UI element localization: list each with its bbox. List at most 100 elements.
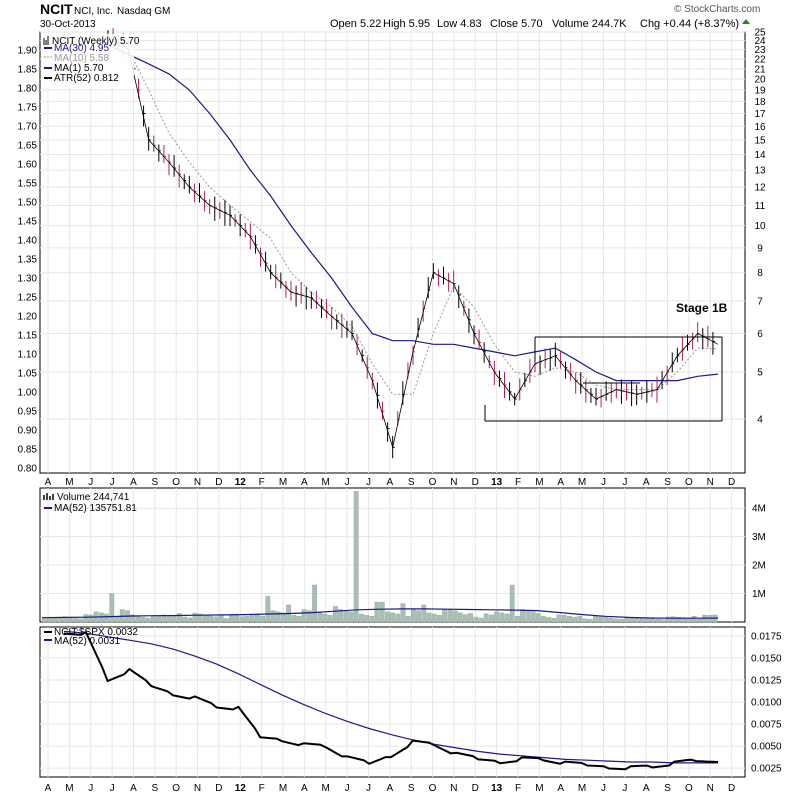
month-axis-ratio: A M J J A S O N D 12 F M A M J J A S O N D 13 F M A M J J A S O N D [45, 783, 736, 794]
volume-bar [572, 616, 578, 623]
volume-bar [161, 614, 167, 623]
volume-bar [182, 616, 187, 623]
volume-bar [624, 617, 630, 623]
change-label: Chg +0.44 (+8.37%) [640, 18, 739, 30]
volume-bar [655, 619, 661, 623]
month-tick: J [88, 477, 93, 488]
month-tick: J [110, 477, 115, 488]
volume-bar [639, 618, 645, 623]
month-tick: J [601, 783, 606, 794]
volume-bar [176, 613, 182, 623]
month-tick: M [578, 477, 586, 488]
volume-tick: 1M [752, 589, 766, 600]
volume-label: Volume 244.7K [552, 18, 627, 30]
date-label: 30-Oct-2013 [40, 19, 96, 30]
price-left-tick: 1.60 [18, 160, 38, 171]
ratio-tick: 0.0025 [751, 764, 782, 775]
month-tick: J [345, 477, 350, 488]
legend-ma1: MA(1) 5.70 [54, 63, 104, 74]
month-tick: 13 [491, 477, 503, 488]
volume-bar [260, 616, 265, 623]
month-tick: A [386, 477, 393, 488]
volume-right-axis: 4M 3M 2M 1M [752, 504, 766, 600]
price-right-tick: 20 [754, 75, 766, 86]
ratio-series [63, 630, 719, 771]
month-tick: J [601, 477, 606, 488]
month-tick: 13 [491, 783, 503, 794]
price-left-tick: 1.90 [18, 46, 38, 57]
price-left-tick: 1.05 [18, 369, 38, 380]
volume-bar [379, 601, 385, 623]
month-tick: A [45, 477, 52, 488]
volume-bar [359, 613, 364, 623]
volume-bar [483, 613, 489, 623]
ratio-line [63, 630, 719, 771]
volume-bar [291, 615, 297, 623]
volume-bar [114, 616, 120, 623]
up-arrow-icon [742, 19, 750, 24]
price-left-tick: 0.80 [18, 464, 38, 475]
price-right-tick: 18 [754, 97, 766, 108]
ratio-tick: 0.0075 [751, 720, 782, 731]
volume-bar [249, 613, 255, 623]
volume-bar [671, 616, 676, 623]
price-right-tick: 6 [757, 329, 763, 340]
volume-bar [457, 612, 463, 623]
price-left-tick: 0.85 [18, 445, 38, 456]
volume-bar [509, 584, 515, 623]
month-tick: S [151, 783, 158, 794]
volume-bar [150, 615, 156, 623]
price-left-tick: 1.25 [18, 293, 38, 304]
volume-bar [421, 604, 427, 623]
volume-bar [468, 613, 473, 623]
month-tick: A [643, 783, 650, 794]
ratio-right-axis: 0.0175 0.0150 0.0125 0.0100 0.0075 0.0050 0.00… [751, 631, 782, 774]
price-right-tick: 13 [754, 166, 766, 177]
volume-bar [478, 617, 484, 623]
volume-bar [535, 613, 541, 623]
volume-bar [348, 611, 354, 623]
month-tick: N [450, 783, 457, 794]
price-left-axis: 1.90 1.85 1.80 1.75 1.70 1.65 1.60 1.55 1.50 1.45… [18, 46, 38, 475]
month-tick: D [472, 477, 479, 488]
volume-bar [416, 610, 421, 623]
volume-bar [338, 609, 343, 623]
high-label: High 5.95 [383, 18, 430, 30]
volume-icon [43, 493, 54, 500]
volume-bar [551, 618, 557, 623]
month-tick: F [515, 783, 521, 794]
price-right-tick: 15 [754, 135, 766, 146]
month-tick: M [322, 477, 330, 488]
month-tick: S [408, 783, 415, 794]
volume-bar [374, 601, 380, 623]
month-tick: M [65, 477, 73, 488]
volume-bar [322, 613, 328, 623]
low-label: Low 4.83 [437, 18, 482, 30]
volume-bar [556, 614, 562, 623]
month-tick: M [279, 783, 287, 794]
volume-bar [681, 617, 687, 623]
price-left-tick: 1.50 [18, 198, 38, 209]
month-tick: A [643, 477, 650, 488]
month-tick: F [259, 477, 265, 488]
volume-bar [72, 618, 78, 623]
price-right-tick: 22 [754, 55, 766, 66]
volume-bar [171, 615, 177, 623]
month-tick: D [728, 477, 735, 488]
legend-ratio: NCIT:$SPX 0.0032 [54, 627, 138, 638]
volume-bar [431, 613, 437, 623]
price-left-tick: 1.65 [18, 141, 38, 152]
price-right-tick: 14 [754, 150, 766, 161]
volume-bar [411, 609, 416, 623]
volume-bar [489, 614, 494, 623]
ratio-grid [40, 627, 745, 777]
volume-bar [504, 613, 510, 623]
month-tick: 12 [235, 477, 247, 488]
volume-bar [608, 617, 614, 623]
price-right-tick: 5 [757, 368, 763, 379]
month-tick: O [429, 477, 437, 488]
month-tick: N [194, 783, 201, 794]
month-tick: O [172, 477, 180, 488]
volume-bar [650, 618, 656, 623]
price-right-tick: 10 [754, 221, 766, 232]
